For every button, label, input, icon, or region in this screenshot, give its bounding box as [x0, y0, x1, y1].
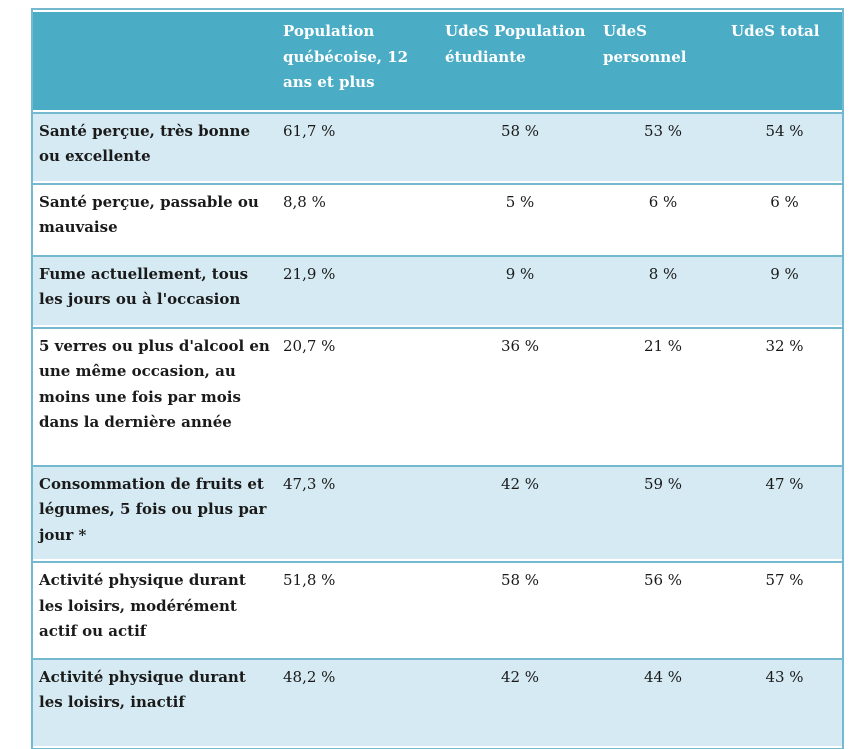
- row-label: 5 verres ou plus d'alcool en une même oc…: [33, 326, 279, 463]
- column-header-udes-total: UdeS total: [727, 12, 842, 110]
- cell-value: 54 %: [727, 111, 842, 181]
- cell-value: 42 %: [441, 657, 599, 746]
- table-row: Activité physique durant les loisirs, in…: [33, 657, 842, 746]
- corner-header-cell: [33, 12, 279, 110]
- row-label: Consommation de fruits et légumes, 5 foi…: [33, 464, 279, 559]
- cell-value: 48,2 %: [279, 657, 441, 746]
- cell-value: 53 %: [599, 111, 727, 181]
- row-label: Fume actuellement, tous les jours ou à l…: [33, 254, 279, 325]
- cell-value: 59 %: [599, 464, 727, 559]
- cell-value: 36 %: [441, 326, 599, 463]
- cell-value: 56 %: [599, 561, 727, 656]
- cell-value: 32 %: [727, 326, 842, 463]
- row-label: Activité physique durant les loisirs, mo…: [33, 561, 279, 656]
- cell-value: 21 %: [599, 326, 727, 463]
- cell-value: 58 %: [441, 561, 599, 656]
- cell-value: 8 %: [599, 254, 727, 325]
- table-row: Activité physique durant les loisirs, mo…: [33, 561, 842, 656]
- column-header-population-quebecoise: Population québécoise, 12 ans et plus: [279, 12, 441, 110]
- column-header-udes-etudiante: UdeS Population étudiante: [441, 12, 599, 110]
- cell-value: 8,8 %: [279, 182, 441, 253]
- cell-value: 42 %: [441, 464, 599, 559]
- cell-value: 47,3 %: [279, 464, 441, 559]
- header-row: Population québécoise, 12 ans et plus Ud…: [33, 12, 842, 110]
- cell-value: 57 %: [727, 561, 842, 656]
- cell-value: 20,7 %: [279, 326, 441, 463]
- row-label: Santé perçue, passable ou mauvaise: [33, 182, 279, 253]
- cell-value: 44 %: [599, 657, 727, 746]
- cell-value: 6 %: [727, 182, 842, 253]
- table-row: Fume actuellement, tous les jours ou à l…: [33, 254, 842, 325]
- cell-value: 47 %: [727, 464, 842, 559]
- table-row: Santé perçue, très bonne ou excellente 6…: [33, 111, 842, 181]
- cell-value: 21,9 %: [279, 254, 441, 325]
- cell-value: 9 %: [727, 254, 842, 325]
- cell-value: 43 %: [727, 657, 842, 746]
- cell-value: 61,7 %: [279, 111, 441, 181]
- table-row: Santé perçue, passable ou mauvaise 8,8 %…: [33, 182, 842, 253]
- cell-value: 9 %: [441, 254, 599, 325]
- cell-value: 5 %: [441, 182, 599, 253]
- row-label: Santé perçue, très bonne ou excellente: [33, 111, 279, 181]
- table-row: 5 verres ou plus d'alcool en une même oc…: [33, 326, 842, 463]
- column-header-udes-personnel: UdeS personnel: [599, 12, 727, 110]
- row-label: Activité physique durant les loisirs, in…: [33, 657, 279, 746]
- cell-value: 6 %: [599, 182, 727, 253]
- health-stats-table: Population québécoise, 12 ans et plus Ud…: [31, 8, 844, 749]
- cell-value: 51,8 %: [279, 561, 441, 656]
- cell-value: 58 %: [441, 111, 599, 181]
- table-row: Consommation de fruits et légumes, 5 foi…: [33, 464, 842, 559]
